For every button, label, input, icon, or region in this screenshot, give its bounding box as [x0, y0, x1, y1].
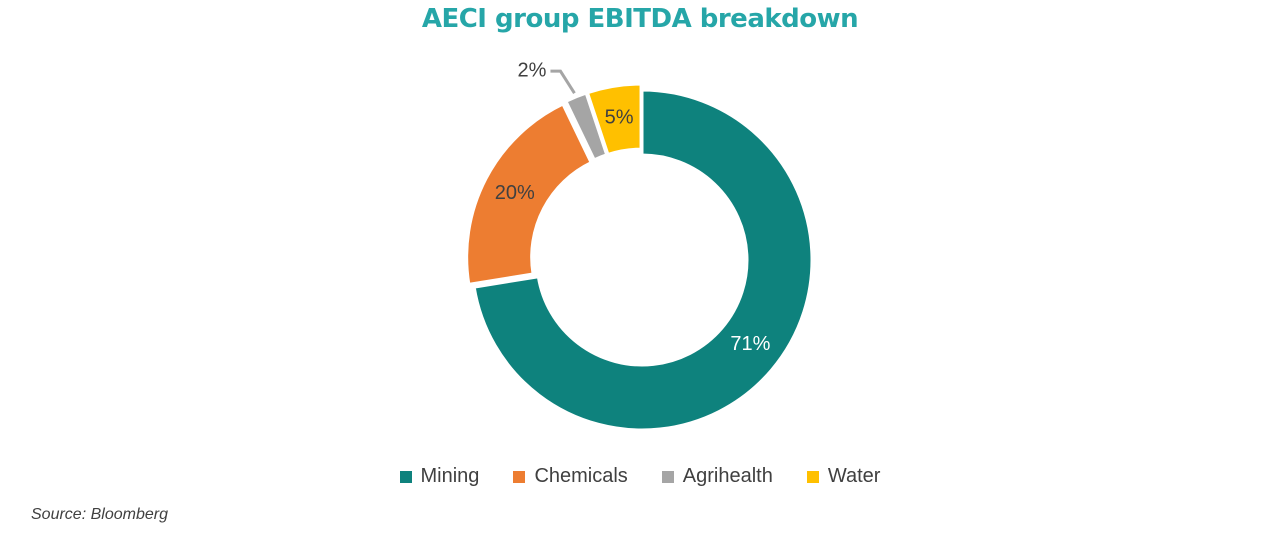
- legend-item-mining: Mining: [399, 465, 480, 488]
- legend-swatch-water: [806, 470, 819, 483]
- legend-label-chemicals: Chemicals: [534, 465, 628, 487]
- legend-label-agrihealth: Agrihealth: [682, 465, 773, 487]
- legend-item-chemicals: Chemicals: [513, 465, 628, 488]
- legend-swatch-mining: [399, 470, 412, 483]
- legend-label-water: Water: [827, 465, 881, 487]
- data-label-mining: 71%: [730, 333, 770, 355]
- data-label-agrihealth: 2%: [518, 59, 547, 81]
- slice-water: [585, 82, 643, 157]
- legend-item-agrihealth: Agrihealth: [661, 465, 773, 488]
- legend-swatch-agrihealth: [661, 470, 674, 483]
- source-note: Source: Bloomberg: [31, 506, 168, 523]
- chart-title: AECI group EBITDA breakdown: [421, 4, 859, 34]
- legend-label-mining: Mining: [420, 465, 480, 487]
- legend-swatch-chemicals: [513, 470, 526, 483]
- leader-line-agrihealth: [550, 69, 576, 94]
- slice-chemicals: [465, 102, 594, 287]
- chart-legend: Mining Chemicals Agrihealth Water: [0, 465, 1280, 488]
- legend-item-water: Water: [806, 465, 881, 488]
- data-label-water: 5%: [605, 107, 634, 129]
- slice-mining: [472, 88, 814, 432]
- data-label-chemicals: 20%: [495, 182, 535, 204]
